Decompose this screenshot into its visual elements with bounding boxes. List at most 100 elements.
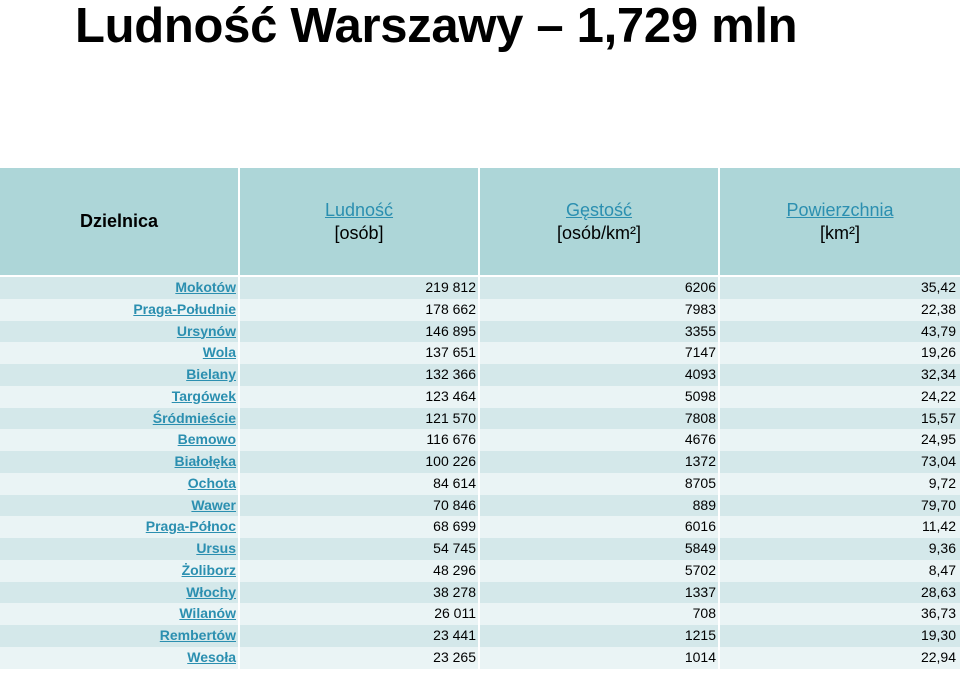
population-cell: 70 846 (240, 494, 480, 517)
area-cell: 11,42 (922, 518, 956, 535)
density-cell: 1215 (480, 625, 720, 647)
table-row: Żoliborz 48 296 5702 8,47 (0, 559, 960, 582)
table-row: Bielany 132 366 4093 32,34 (0, 364, 960, 386)
district-name-link[interactable]: Wilanów (0, 603, 240, 625)
table-row: Śródmieście 121 570 7808 15,57 (0, 407, 960, 430)
header-district: Dzielnica (0, 168, 240, 275)
area-cell: 28,63 (920, 583, 956, 600)
density-cell: 4093 (480, 364, 720, 386)
district-name-link[interactable]: Targówek (0, 385, 240, 408)
population-cell: 48 296 (240, 559, 480, 582)
density-cell: 3355 (480, 320, 720, 343)
header-area-unit: [km²] (820, 222, 860, 243)
area-cell: 9,72 (928, 474, 956, 491)
population-cell: 137 651 (240, 342, 480, 364)
table-row: Praga-Północ 68 699 6016 11,42 (0, 516, 960, 538)
district-name-link[interactable]: Włochy (0, 581, 240, 604)
table-row: Praga-Południe 178 662 7983 22,38 (0, 298, 960, 321)
header-density-link[interactable]: Gęstość (565, 199, 633, 220)
table-row: Wawer 70 846 889 79,70 (0, 494, 960, 517)
table-body: Mokotów 219 812 6206 35,42 Praga-Południe 178… (0, 277, 960, 669)
header-density-unit: [osób/km²] (556, 222, 642, 243)
area-cell: 22,38 (920, 300, 956, 317)
population-cell: 219 812 (240, 277, 480, 299)
area-cell: 9,36 (928, 540, 956, 556)
population-cell: 132 366 (240, 364, 480, 386)
district-name-link[interactable]: Ursus (0, 538, 240, 560)
population-cell: 121 570 (240, 407, 480, 430)
district-name-link[interactable]: Wesoła (0, 646, 240, 669)
table-row: Ursus 54 745 5849 9,36 (0, 538, 960, 560)
district-name-link[interactable]: Ochota (0, 472, 240, 495)
district-name-link[interactable]: Bielany (0, 364, 240, 386)
area-cell: 24,22 (920, 387, 956, 404)
population-cell: 178 662 (240, 298, 480, 321)
table-row: Białołęka 100 226 1372 73,04 (0, 451, 960, 473)
table-row: Rembertów 23 441 1215 19,30 (0, 625, 960, 647)
area-cell: 8,47 (928, 561, 956, 578)
table-row: Wilanów 26 011 708 36,73 (0, 603, 960, 625)
district-name-link[interactable]: Białołęka (0, 451, 240, 473)
district-name-link[interactable]: Praga-Południe (0, 298, 240, 321)
district-name-link[interactable]: Śródmieście (0, 407, 240, 430)
header-area: Powierzchnia [km²] (720, 168, 960, 275)
density-cell: 4676 (480, 429, 720, 451)
table-row: Mokotów 219 812 6206 35,42 (0, 277, 960, 299)
density-cell: 7808 (480, 407, 720, 430)
density-cell: 1372 (480, 451, 720, 473)
table-row: Włochy 38 278 1337 28,63 (0, 581, 960, 604)
district-name-link[interactable]: Wola (0, 342, 240, 364)
population-cell: 54 745 (240, 538, 480, 560)
population-table: Dzielnica Ludność [osób] Gęstość [osób/k… (0, 168, 960, 669)
page-title: Ludność Warszawy – 1,729 mln (75, 0, 798, 53)
density-cell: 7983 (480, 298, 720, 321)
area-cell: 73,04 (920, 453, 956, 469)
table-row: Ochota 84 614 8705 9,72 (0, 472, 960, 495)
population-cell: 23 265 (240, 646, 480, 669)
header-area-link[interactable]: Powierzchnia (786, 199, 894, 220)
area-cell: 79,70 (920, 496, 956, 513)
area-cell: 19,26 (920, 344, 956, 361)
density-cell: 1014 (480, 646, 720, 669)
district-name-link[interactable]: Żoliborz (0, 559, 240, 582)
population-cell: 38 278 (240, 581, 480, 604)
area-cell: 15,57 (920, 409, 956, 426)
population-cell: 116 676 (240, 429, 480, 451)
density-cell: 5702 (480, 559, 720, 582)
population-cell: 68 699 (240, 516, 480, 538)
district-name-link[interactable]: Bemowo (0, 429, 240, 451)
district-name-link[interactable]: Mokotów (0, 277, 240, 299)
district-name-link[interactable]: Praga-Północ (0, 516, 240, 538)
table-row: Bemowo 116 676 4676 24,95 (0, 429, 960, 451)
table-header: Dzielnica Ludność [osób] Gęstość [osób/k… (0, 168, 960, 277)
table-row: Targówek 123 464 5098 24,22 (0, 385, 960, 408)
area-cell: 36,73 (920, 605, 956, 622)
density-cell: 5849 (480, 538, 720, 560)
population-cell: 146 895 (240, 320, 480, 343)
area-cell: 32,34 (920, 366, 956, 382)
header-population-link[interactable]: Ludność (324, 199, 394, 220)
density-cell: 889 (480, 494, 720, 517)
header-population-unit: [osób] (334, 222, 384, 243)
table-row: Wola 137 651 7147 19,26 (0, 342, 960, 364)
density-cell: 8705 (480, 472, 720, 495)
density-cell: 5098 (480, 385, 720, 408)
density-cell: 1337 (480, 581, 720, 604)
density-cell: 708 (480, 603, 720, 625)
header-density: Gęstość [osób/km²] (480, 168, 720, 275)
density-cell: 6016 (480, 516, 720, 538)
density-cell: 7147 (480, 342, 720, 364)
population-cell: 26 011 (240, 603, 480, 625)
population-cell: 123 464 (240, 385, 480, 408)
area-cell: 24,95 (920, 431, 956, 448)
district-name-link[interactable]: Rembertów (0, 625, 240, 647)
district-name-link[interactable]: Wawer (0, 494, 240, 517)
table-row: Ursynów 146 895 3355 43,79 (0, 320, 960, 343)
population-cell: 23 441 (240, 625, 480, 647)
area-cell: 19,30 (920, 627, 956, 643)
area-cell: 22,94 (920, 648, 956, 665)
population-cell: 84 614 (240, 472, 480, 495)
density-cell: 6206 (480, 277, 720, 299)
district-name-link[interactable]: Ursynów (0, 320, 240, 343)
header-population: Ludność [osób] (240, 168, 480, 275)
